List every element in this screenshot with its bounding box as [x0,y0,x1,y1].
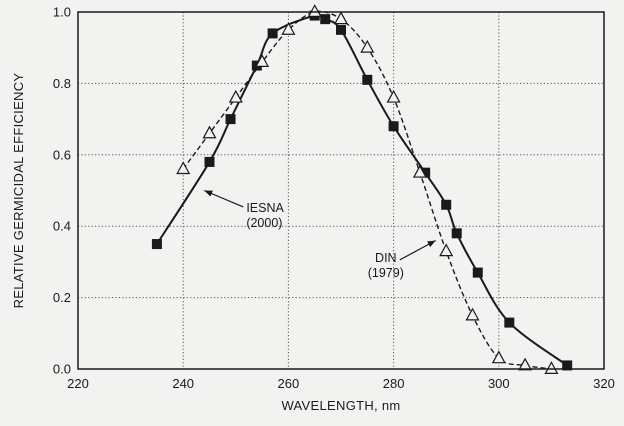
data-point-din-1979 [518,357,533,371]
x-tick-label: 220 [67,376,89,391]
data-point-din-1979 [281,21,296,35]
y-tick-label: 0.4 [53,219,71,234]
data-point-iesna-2000 [472,267,483,278]
data-point-din-1979 [544,361,559,374]
annotation-label-iesna: IESNA [246,201,284,215]
data-point-din-1979 [465,307,480,321]
y-tick-label: 1.0 [53,5,71,20]
data-point-din-1979 [307,4,322,17]
data-point-din-1979 [360,39,375,53]
x-tick-label: 280 [383,376,405,391]
annotation-layer: IESNA(2000) DIN(1979) [204,189,436,280]
y-tick-label: 0.2 [53,290,71,305]
plot-frame [77,11,605,370]
data-point-iesna-2000 [151,239,162,250]
data-point-iesna-2000 [451,228,462,239]
data-point-iesna-2000 [388,121,399,132]
data-point-iesna-2000 [420,167,431,178]
x-tick-label: 320 [593,376,615,391]
grid-layer [78,12,604,369]
y-tick-label: 0.0 [53,362,71,377]
data-point-iesna-2000 [504,317,515,328]
marker-layer [151,4,573,374]
data-point-iesna-2000 [362,74,373,85]
data-point-din-1979 [439,243,454,257]
annotation-label-din: (1979) [368,266,404,280]
data-point-din-1979 [176,161,191,175]
data-point-iesna-2000 [320,14,331,25]
data-point-iesna-2000 [441,199,452,210]
series-line-din-1979 [182,10,552,370]
data-point-din-1979 [491,350,506,364]
data-point-iesna-2000 [267,28,278,39]
series-line-iesna-2000 [156,13,568,367]
data-point-iesna-2000 [562,360,573,371]
data-point-iesna-2000 [336,24,346,35]
annotation-arrowhead-iesna [204,190,213,197]
y-tick-label: 0.6 [53,147,71,162]
data-point-din-1979 [202,125,217,139]
x-tick-label: 260 [278,376,300,391]
x-tick-label: 300 [488,376,510,391]
data-point-din-1979 [412,164,427,178]
annotation-label-iesna: (2000) [246,216,282,230]
data-point-din-1979 [386,89,401,103]
x-tick-label: 240 [172,376,194,391]
tick-label-layer: 220 240 260 280 300 320 0.0 0.2 0.4 0.6 0.8 1.0 [53,5,615,392]
annotation-arrowhead-din [427,240,436,248]
y-axis-title: RELATIVE GERMICIDAL EFFICIENCY [11,73,26,309]
series-layer [156,10,568,370]
data-point-iesna-2000 [225,114,236,125]
data-point-din-1979 [255,54,270,67]
x-axis-title: WAVELENGTH, nm [281,398,400,413]
data-point-din-1979 [228,89,243,103]
data-point-din-1979 [333,11,349,25]
annotation-label-din: DIN [375,251,397,265]
y-tick-label: 0.8 [53,76,71,91]
data-point-iesna-2000 [204,156,215,167]
